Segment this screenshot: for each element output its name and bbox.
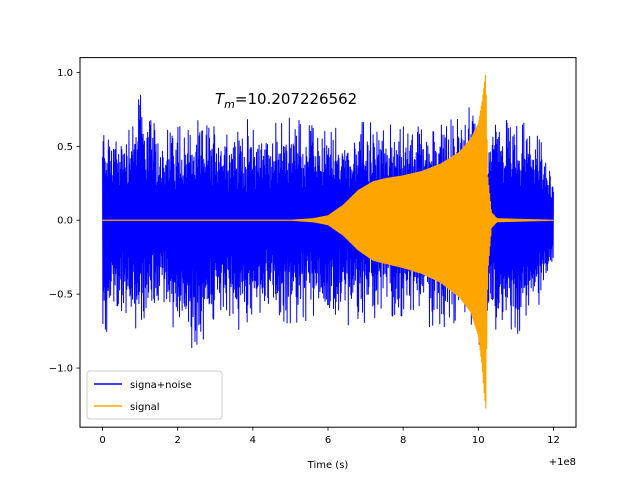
annotation-symbol: T <box>215 90 226 108</box>
x-tick-label: 0 <box>99 435 105 446</box>
x-tick-label: 6 <box>325 435 331 446</box>
x-tick-label: 12 <box>547 435 560 446</box>
legend-box <box>86 370 223 420</box>
y-tick-label: −1.0 <box>49 364 73 375</box>
x-offset-label: +1e8 <box>549 457 576 468</box>
legend-label-signa-noise: signa+noise <box>130 380 192 391</box>
y-tick-label: 1.0 <box>57 68 73 79</box>
y-tick-label: 0.5 <box>57 142 73 153</box>
ticks-layer: 0 2 4 6 8 10 12 −1.0 −0.5 0.0 0.5 1.0 <box>49 68 560 446</box>
legend: signa+noise signal <box>86 370 223 420</box>
annotation-subscript: m <box>224 98 235 111</box>
annotation-value: =10.207226562 <box>235 90 357 108</box>
x-tick-label: 10 <box>472 435 485 446</box>
series-line-signal <box>102 75 554 409</box>
x-tick-label: 8 <box>400 435 406 446</box>
y-tick-label: −0.5 <box>49 290 73 301</box>
series-layer <box>102 75 554 409</box>
x-tick-label: 2 <box>175 435 181 446</box>
legend-label-signal: signal <box>130 402 160 413</box>
y-tick-label: 0.0 <box>57 216 73 227</box>
x-axis-label: Time (s) <box>307 460 349 471</box>
chart-annotation: Tm=10.207226562 <box>215 90 357 111</box>
x-tick-label: 4 <box>250 435 256 446</box>
